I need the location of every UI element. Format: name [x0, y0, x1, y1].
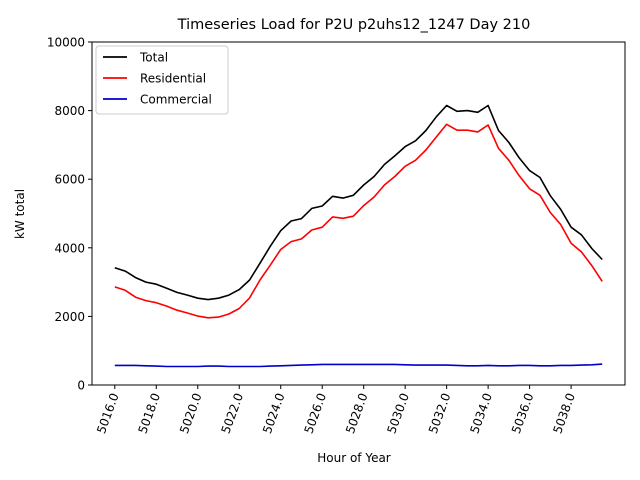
y-tick-label: 2000 [54, 310, 85, 324]
x-tick-label: 5026.0 [302, 391, 330, 435]
x-tick-label: 5038.0 [550, 391, 578, 435]
x-tick-label: 5018.0 [136, 391, 164, 435]
x-tick-label: 5022.0 [219, 391, 247, 435]
legend: Total Residential Commercial [95, 45, 229, 115]
axes-frame [91, 41, 626, 386]
x-tick-label: 5032.0 [426, 391, 454, 435]
y-tick-label: 6000 [54, 173, 85, 187]
legend-label-residential: Residential [140, 72, 206, 86]
y-axis-label: kW total [13, 189, 27, 239]
x-tick-label: 5034.0 [467, 391, 495, 435]
x-axis-label: Hour of Year [317, 451, 391, 465]
y-tick-label: 10000 [47, 36, 85, 50]
y-tick-label: 8000 [54, 104, 85, 118]
chart-title: Timeseries Load for P2U p2uhs12_1247 Day… [177, 17, 531, 33]
legend-box [95, 45, 229, 115]
x-tick-label: 5024.0 [260, 391, 288, 435]
x-tick-label: 5020.0 [177, 391, 205, 435]
y-tick-label: 4000 [54, 241, 85, 255]
x-tick-label: 5036.0 [509, 391, 537, 435]
legend-label-total: Total [139, 51, 168, 65]
x-tick-label: 5030.0 [384, 391, 412, 435]
series-line-commercial [114, 363, 603, 368]
x-axis-ticks: 5016.0 5018.0 5020.0 5022.0 5024.0 5026.0 5028… [94, 385, 578, 435]
x-tick-label: 5028.0 [343, 391, 371, 435]
y-tick-label: 0 [77, 379, 85, 393]
series-line-residential [114, 123, 603, 319]
series-layer [114, 104, 603, 368]
x-tick-label: 5016.0 [94, 391, 122, 435]
legend-label-commercial: Commercial [140, 93, 212, 107]
y-axis-ticks: 0 2000 4000 6000 8000 10000 [47, 36, 92, 393]
plot-frame [91, 41, 626, 386]
series-line-total [114, 104, 603, 301]
